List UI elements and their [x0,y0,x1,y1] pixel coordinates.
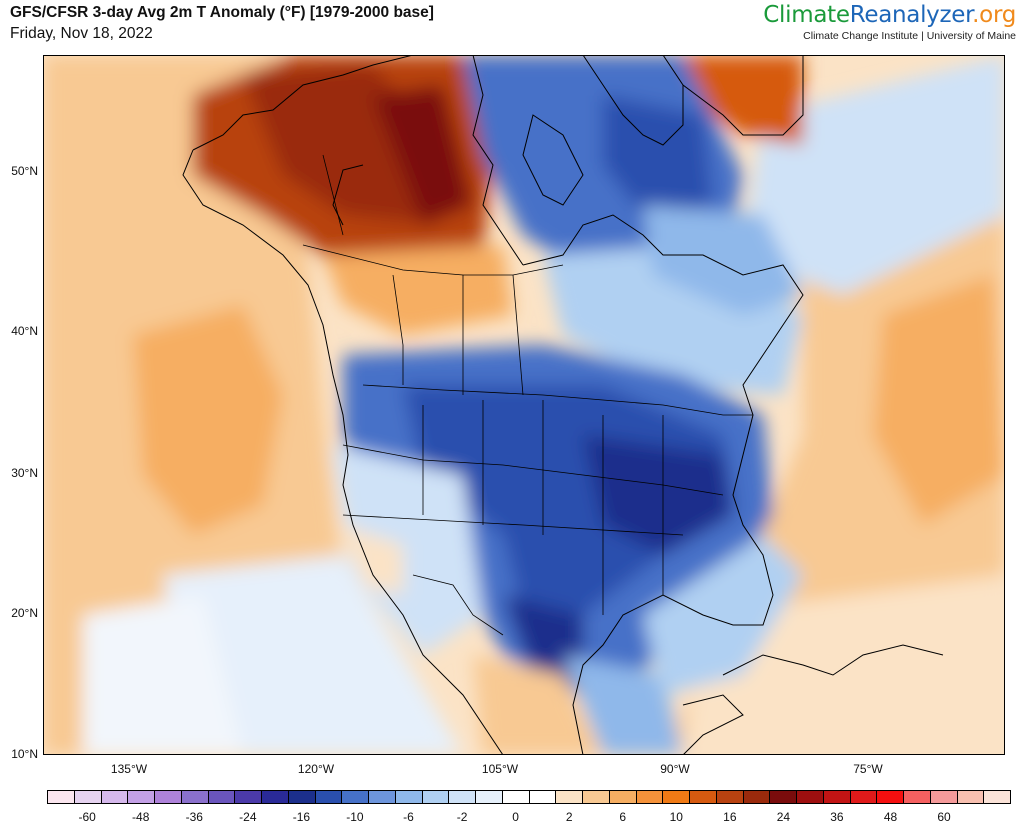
colorbar-swatch [101,791,129,803]
colorbar-swatch [369,791,396,803]
colorbar-swatch [636,791,664,803]
colorbar [47,790,1011,804]
colorbar-tick-label: -48 [132,810,150,824]
colorbar-swatch [957,791,985,803]
lon-label-90w: 90°W [660,762,690,776]
colorbar-swatch [904,791,931,803]
lat-label-10n: 10°N [11,747,38,761]
brand-name-part2: Reanalyzer [849,2,973,28]
colorbar-swatch [877,791,904,803]
colorbar-tick-label: -16 [292,810,311,824]
colorbar-swatch [556,791,583,803]
colorbar-swatch [449,791,476,803]
colorbar-swatch [850,791,878,803]
lon-label-105w: 105°W [481,762,519,776]
colorbar-tick-label: -10 [346,810,364,824]
colorbar-swatch [583,791,610,803]
colorbar-swatch [342,791,369,803]
colorbar-swatch [128,791,155,803]
colorbar-tick-label: 2 [565,810,573,824]
anomaly-field [43,55,1005,755]
lat-label-50n: 50°N [11,164,38,178]
political-borders [302,154,753,636]
colorbar-swatch [823,791,851,803]
map-frame [43,55,1005,755]
colorbar-swatch [690,791,717,803]
colorbar-swatch [716,791,744,803]
anomaly-map [43,55,1005,755]
coastlines [182,55,944,755]
colorbar-swatch [262,791,289,803]
colorbar-tick-label: -2 [456,810,468,824]
colorbar-swatch [502,791,530,803]
colorbar-swatch [663,791,690,803]
lon-label-135w: 135°W [110,762,148,776]
colorbar-swatch [288,791,316,803]
lat-label-30n: 30°N [11,466,38,480]
colorbar-swatch [476,791,503,803]
colorbar-tick-label: 36 [830,810,844,824]
colorbar-swatch [529,791,557,803]
colorbar-tick-label: 48 [883,810,898,824]
colorbar-swatch [235,791,262,803]
colorbar-tick-label: 24 [776,810,791,824]
colorbar-swatch [743,791,771,803]
colorbar-swatch [74,791,102,803]
map-title: GFS/CFSR 3-day Avg 2m T Anomaly (°F) [19… [10,4,434,21]
colorbar-swatch [208,791,236,803]
colorbar-swatch [797,791,824,803]
colorbar-swatch [422,791,450,803]
colorbar-tick-label: -60 [78,810,96,824]
map-date: Friday, Nov 18, 2022 [10,25,153,42]
colorbar-tick-label: -6 [403,810,414,824]
colorbar-tick-label: -36 [185,810,203,824]
colorbar-tick-label: -24 [239,810,257,824]
colorbar-tick-label: 60 [937,810,951,824]
colorbar-tick-label: 0 [512,810,519,824]
brand-subtitle: Climate Change Institute | University of… [803,30,1016,42]
brand-name-part1: Climate [763,2,850,28]
colorbar-swatch [930,791,958,803]
lon-label-75w: 75°W [853,762,883,776]
lat-label-40n: 40°N [11,324,38,338]
colorbar-swatch [609,791,637,803]
colorbar-tick-label: 6 [619,810,627,824]
colorbar-swatch [395,791,423,803]
colorbar-swatch [48,791,75,803]
lon-label-120w: 120°W [297,762,335,776]
brand-name: ClimateReanalyzer.org [763,2,1016,28]
brand-logo[interactable]: ClimateReanalyzer.org Climate Change Ins… [763,2,1016,42]
brand-name-part3: .org [972,2,1016,28]
colorbar-swatch [155,791,182,803]
colorbar-tick-label: 16 [723,810,737,824]
colorbar-swatch [770,791,797,803]
colorbar-tick-label: 10 [669,810,683,824]
colorbar-swatch [984,791,1010,803]
colorbar-swatch [315,791,343,803]
colorbar-swatch [181,791,209,803]
lat-label-20n: 20°N [11,606,38,620]
